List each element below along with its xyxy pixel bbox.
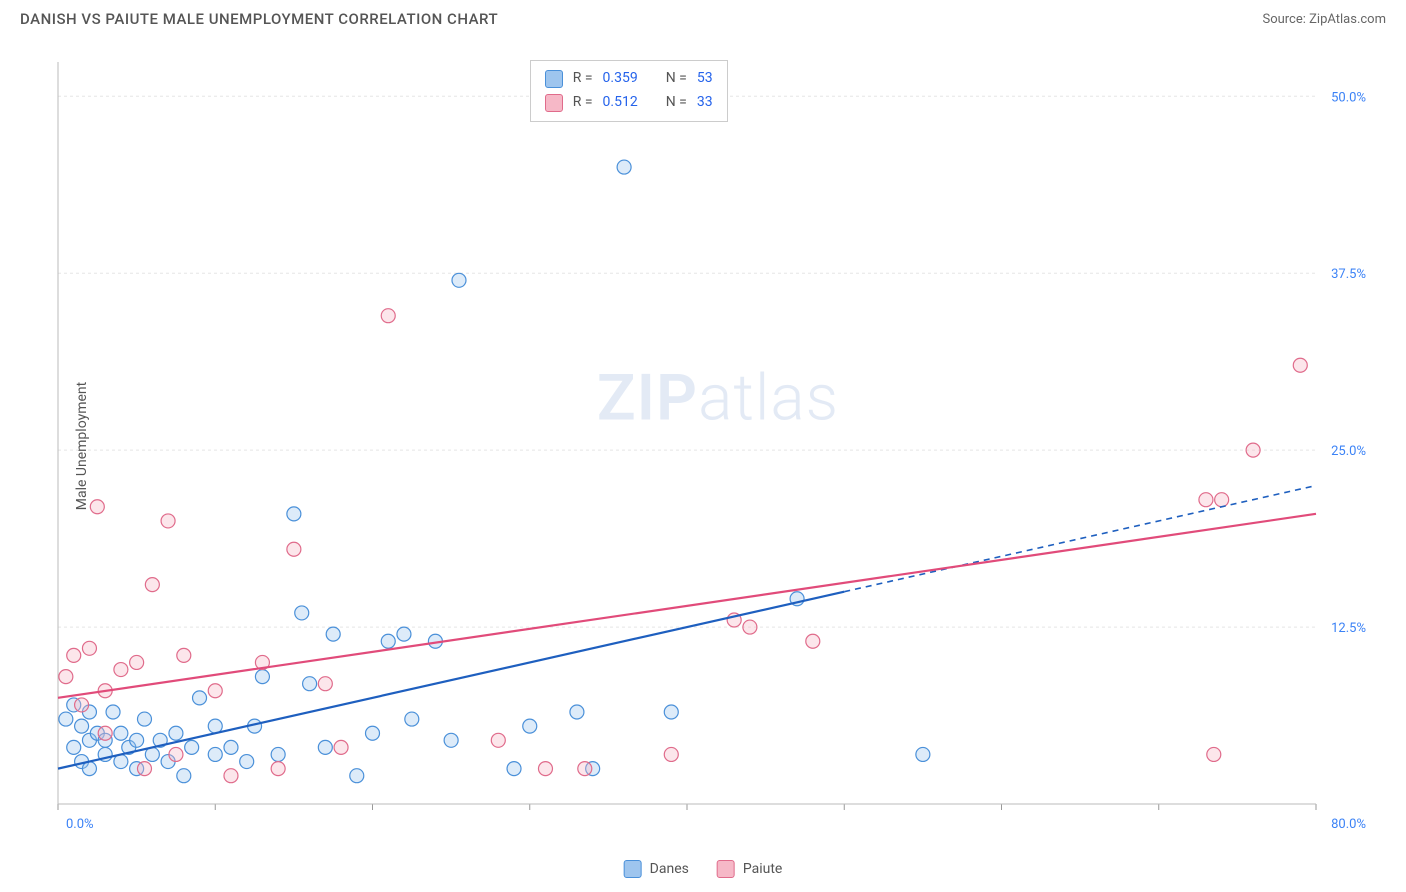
data-point (916, 747, 930, 761)
y-tick-label: 37.5% (1331, 267, 1366, 282)
data-point (130, 733, 144, 747)
legend-swatch (717, 860, 735, 878)
data-point (287, 542, 301, 556)
data-point (193, 691, 207, 705)
chart-title: DANISH VS PAIUTE MALE UNEMPLOYMENT CORRE… (20, 10, 498, 28)
data-point (114, 726, 128, 740)
legend-swatch (624, 860, 642, 878)
data-point (287, 507, 301, 521)
r-label: R = (573, 91, 593, 115)
data-point (806, 634, 820, 648)
data-point (145, 578, 159, 592)
legend-label: Danes (650, 861, 689, 877)
data-point (224, 740, 238, 754)
data-point (1246, 443, 1260, 457)
n-label: N = (666, 67, 687, 91)
data-point (295, 606, 309, 620)
data-point (507, 762, 521, 776)
data-point (1293, 358, 1307, 372)
stats-row: R = 0.512 N = 33 (545, 91, 713, 115)
data-point (90, 500, 104, 514)
n-label: N = (666, 91, 687, 115)
data-point (1215, 493, 1229, 507)
data-point (617, 160, 631, 174)
data-point (130, 655, 144, 669)
data-point (137, 762, 151, 776)
r-label: R = (573, 67, 593, 91)
data-point (491, 733, 505, 747)
data-point (326, 627, 340, 641)
data-point (664, 747, 678, 761)
r-value: 0.512 (603, 91, 638, 115)
data-point (538, 762, 552, 776)
data-point (59, 670, 73, 684)
data-point (366, 726, 380, 740)
chart-area: Male Unemployment 12.5% 25.0% 37.5% 50.0% 0.… (50, 48, 1386, 844)
n-value: 33 (697, 91, 713, 115)
stats-row: R = 0.359 N = 53 (545, 67, 713, 91)
data-point (271, 747, 285, 761)
data-point (82, 641, 96, 655)
data-point (318, 740, 332, 754)
data-point (208, 747, 222, 761)
data-point (570, 705, 584, 719)
legend-swatch (545, 94, 563, 112)
data-point (303, 677, 317, 691)
data-point (67, 740, 81, 754)
data-point (169, 726, 183, 740)
trend-line (58, 514, 1316, 698)
data-point (271, 762, 285, 776)
data-point (664, 705, 678, 719)
data-point (169, 747, 183, 761)
data-point (240, 755, 254, 769)
data-point (405, 712, 419, 726)
y-tick-label: 50.0% (1331, 90, 1366, 105)
data-point (161, 514, 175, 528)
header: DANISH VS PAIUTE MALE UNEMPLOYMENT CORRE… (0, 0, 1406, 34)
y-tick-label: 25.0% (1331, 444, 1366, 459)
data-point (1207, 747, 1221, 761)
x-min-label: 0.0% (66, 817, 94, 832)
data-point (397, 627, 411, 641)
legend-swatch (545, 70, 563, 88)
data-point (381, 634, 395, 648)
data-point (381, 309, 395, 323)
scatter-plot: 12.5% 25.0% 37.5% 50.0% 0.0% 80.0% (50, 48, 1386, 844)
data-point (318, 677, 332, 691)
x-max-label: 80.0% (1331, 817, 1366, 832)
trend-line-dashed (844, 486, 1316, 592)
data-point (334, 740, 348, 754)
r-value: 0.359 (603, 67, 638, 91)
legend-item: Paiute (717, 860, 783, 878)
data-point (114, 663, 128, 677)
legend-label: Paiute (743, 861, 783, 877)
y-tick-label: 12.5% (1331, 621, 1366, 636)
data-point (137, 712, 151, 726)
data-point (1199, 493, 1213, 507)
data-point (523, 719, 537, 733)
legend-item: Danes (624, 860, 689, 878)
data-point (59, 712, 73, 726)
source-label: Source: ZipAtlas.com (1262, 12, 1386, 27)
data-point (224, 769, 238, 783)
data-point (67, 648, 81, 662)
n-value: 53 (697, 67, 713, 91)
data-point (177, 769, 191, 783)
data-point (444, 733, 458, 747)
data-point (350, 769, 364, 783)
data-point (177, 648, 191, 662)
data-point (185, 740, 199, 754)
data-point (208, 684, 222, 698)
data-point (578, 762, 592, 776)
data-point (452, 273, 466, 287)
data-point (255, 670, 269, 684)
stats-legend-box: R = 0.359 N = 53 R = 0.512 N = 33 (530, 60, 728, 122)
data-point (743, 620, 757, 634)
data-point (75, 698, 89, 712)
data-point (98, 726, 112, 740)
y-axis-label: Male Unemployment (74, 382, 90, 510)
data-point (106, 705, 120, 719)
bottom-legend: Danes Paiute (624, 860, 783, 878)
data-point (75, 719, 89, 733)
